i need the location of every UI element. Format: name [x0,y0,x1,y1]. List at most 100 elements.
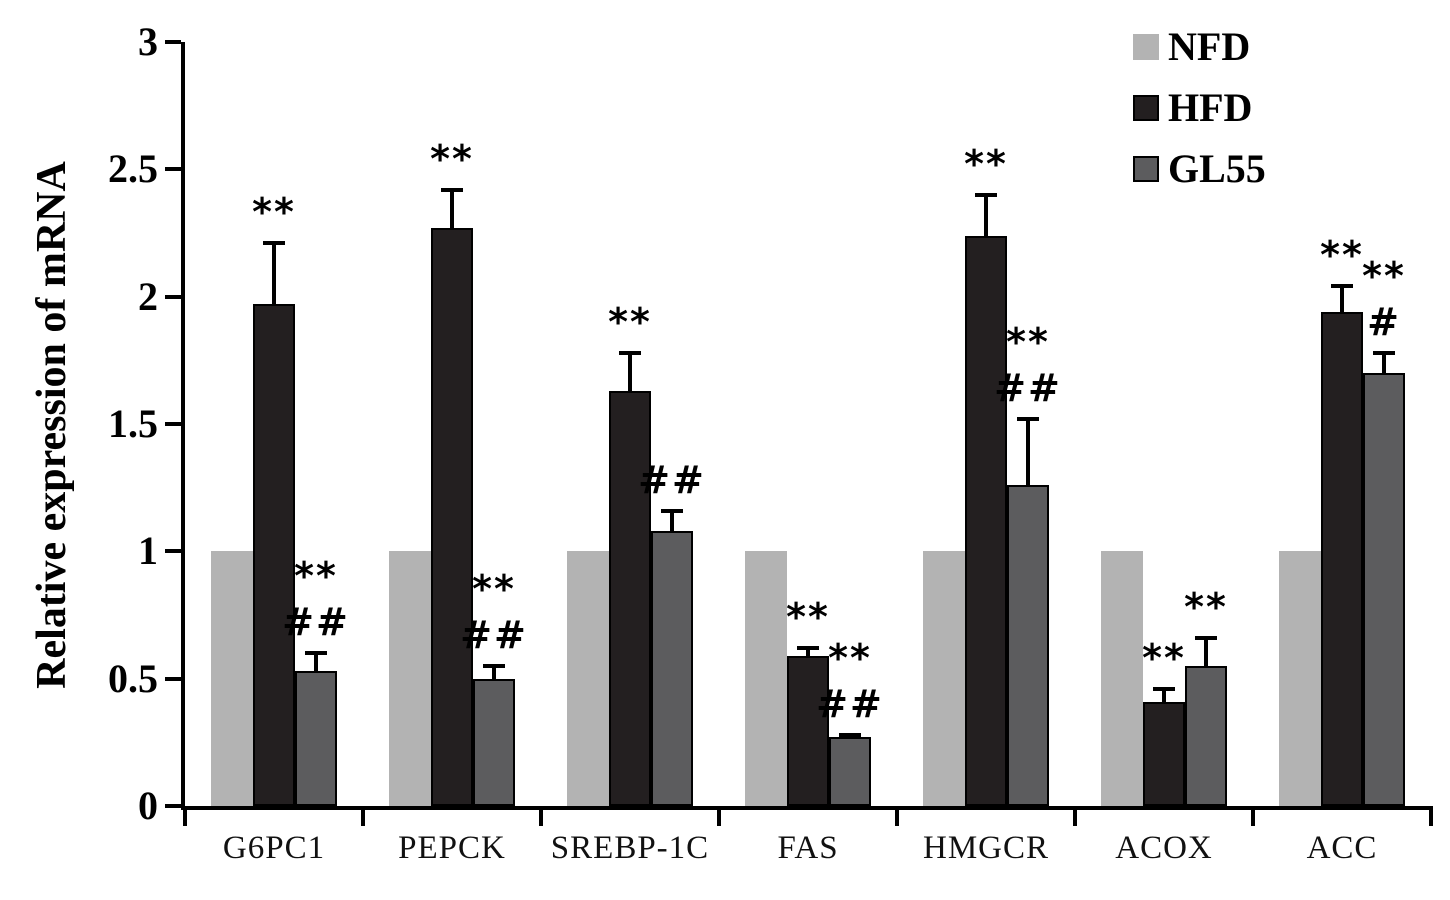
x-axis-tick [1251,806,1255,826]
significance-marker-hfd-pepck: ** [430,136,474,181]
y-axis-tick [165,294,181,299]
x-axis-tick [1073,806,1077,826]
significance-marker-hfd-hmgcr: ** [964,141,1008,186]
legend: NFD HFD GL55 [1133,26,1266,190]
error-bar-cap-gl55-fas [839,732,861,737]
x-axis-line [181,806,1431,810]
significance-marker-gl55-fas: ** [828,635,872,680]
error-bar-line-hfd-g6pc1 [272,243,276,305]
x-axis-tick [361,806,365,826]
x-axis-tick [1429,806,1433,826]
legend-label-nfd: NFD [1168,24,1251,69]
bar-nfd-acox [1101,551,1143,806]
x-axis-label-acc: ACC [1306,830,1378,866]
legend-swatch-nfd [1133,34,1159,60]
significance-marker-gl55-pepck: ## [460,612,528,657]
x-axis-label-pepck: PEPCK [398,830,506,866]
bar-gl55-hmgcr [1007,485,1049,806]
error-bar-cap-gl55-hmgcr [1017,416,1039,421]
x-axis-tick [717,806,721,826]
error-bar-line-hfd-srebp-1c [628,352,632,391]
legend-item-nfd: NFD [1133,26,1266,68]
significance-marker-gl55-srebp-1c: ## [638,457,706,502]
x-axis-label-hmgcr: HMGCR [922,830,1050,866]
bar-hfd-g6pc1 [253,304,295,806]
significance-marker-gl55-g6pc1: ## [282,600,350,645]
error-bar-cap-hfd-srebp-1c [619,350,641,355]
error-bar-cap-gl55-g6pc1 [305,651,327,656]
legend-item-gl55: GL55 [1133,148,1266,190]
y-axis-tick [165,804,181,808]
error-bar-cap-hfd-pepck [441,187,463,192]
y-axis-tick [165,422,181,426]
legend-swatch-gl55 [1133,156,1159,182]
significance-marker-gl55-fas: ## [816,681,884,726]
error-bar-line-gl55-g6pc1 [314,653,318,671]
significance-marker-gl55-acc: # [1367,299,1401,344]
bar-nfd-pepck [389,551,431,806]
error-bar-line-hfd-fas [806,648,810,656]
error-bar-cap-gl55-pepck [483,663,505,668]
y-axis-tick-label: 0 [138,783,158,828]
error-bar-cap-hfd-hmgcr [975,192,997,197]
y-axis-tick [165,549,181,554]
bar-gl55-g6pc1 [295,671,337,806]
bar-gl55-srebp-1c [651,530,693,806]
error-bar-line-hfd-acox [1162,688,1166,702]
error-bar-line-gl55-pepck [492,665,496,679]
legend-swatch-hfd [1133,95,1159,121]
x-axis-label-acox: ACOX [1115,830,1213,866]
y-axis-tick-label: 3 [138,19,158,64]
y-axis-tick-label: 2 [138,273,158,319]
significance-marker-gl55-acox: ** [1184,584,1228,629]
significance-marker-gl55-hmgcr: ** [1006,319,1050,364]
bar-nfd-fas [745,551,787,806]
bar-gl55-acox [1185,665,1227,806]
y-axis-tick-label: 1.5 [108,401,158,446]
significance-marker-hfd-acox: ** [1142,635,1186,680]
bar-nfd-g6pc1 [211,551,253,806]
error-bar-cap-gl55-srebp-1c [661,508,683,513]
x-axis-label-g6pc1: G6PC1 [222,830,326,866]
x-axis-tick [539,806,543,826]
error-bar-cap-hfd-acox [1153,686,1175,691]
bar-gl55-acc [1363,373,1405,806]
x-axis-tick [183,806,187,826]
error-bar-cap-hfd-fas [797,646,819,651]
significance-marker-hfd-fas: ** [786,595,830,640]
x-axis-label-fas: FAS [777,830,839,866]
error-bar-line-gl55-acox [1204,637,1208,666]
legend-label-hfd: HFD [1168,85,1253,130]
error-bar-line-hfd-pepck [450,189,454,228]
bar-hfd-acc [1321,311,1363,806]
y-axis-tick [165,676,181,681]
bar-nfd-acc [1279,551,1321,806]
error-bar-line-hfd-hmgcr [984,194,988,236]
significance-marker-gl55-hmgcr: ## [994,365,1062,410]
error-bar-line-gl55-acc [1382,352,1386,374]
y-axis-tick-label: 0.5 [108,655,158,701]
error-bar-cap-gl55-acc [1373,350,1395,355]
significance-marker-gl55-acc: ** [1362,253,1406,298]
x-axis-tick [895,806,899,826]
legend-label-gl55: GL55 [1168,146,1266,191]
y-axis-tick [165,40,181,44]
bar-nfd-srebp-1c [567,551,609,806]
x-axis-label-srebp-1c: SREBP-1C [550,830,710,866]
error-bar-cap-gl55-acox [1195,635,1217,640]
bar-hfd-hmgcr [965,235,1007,806]
significance-marker-gl55-pepck: ** [472,566,516,611]
bar-hfd-acox [1143,701,1185,806]
error-bar-cap-hfd-acc [1331,284,1353,289]
y-axis-line [181,42,185,810]
bar-nfd-hmgcr [923,551,965,806]
error-bar-line-gl55-hmgcr [1026,418,1030,486]
y-axis-tick-label: 2.5 [108,146,158,192]
bar-hfd-pepck [431,227,473,806]
bar-gl55-fas [829,737,871,806]
legend-item-hfd: HFD [1133,87,1266,129]
bar-hfd-srebp-1c [609,390,651,806]
bar-gl55-pepck [473,678,515,806]
